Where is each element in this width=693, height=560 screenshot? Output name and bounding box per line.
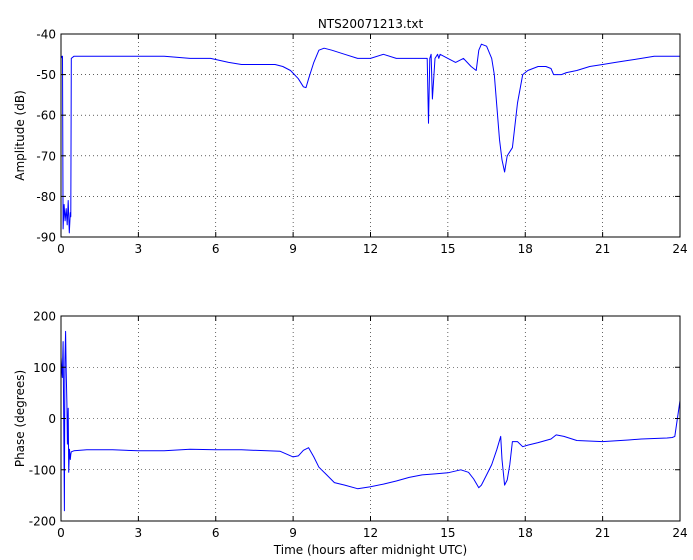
amplitude-ytick-label: -90 — [36, 231, 56, 245]
phase-ytick-label: -100 — [29, 463, 56, 477]
phase-xtick-label: 9 — [289, 526, 297, 540]
phase-ytick-label: 200 — [33, 310, 56, 324]
phase-xtick-label: 3 — [135, 526, 143, 540]
phase-ytick-label: 100 — [33, 361, 56, 375]
phase-xtick-label: 0 — [57, 526, 65, 540]
phase-ytick-label: 0 — [48, 412, 56, 426]
amplitude-ytick-label: -80 — [36, 190, 56, 204]
amplitude-xtick-label: 24 — [672, 242, 687, 256]
phase-xtick-label: 6 — [212, 526, 220, 540]
amplitude-xtick-label: 21 — [595, 242, 610, 256]
amplitude-xtick-label: 9 — [289, 242, 297, 256]
phase-x-axis-label: Time (hours after midnight UTC) — [273, 543, 467, 557]
phase-xtick-label: 12 — [363, 526, 378, 540]
amplitude-xtick-label: 12 — [363, 242, 378, 256]
phase-xtick-label: 24 — [672, 526, 687, 540]
amplitude-ytick-label: -70 — [36, 149, 56, 163]
amplitude-xtick-label: 15 — [440, 242, 455, 256]
amplitude-series-line — [60, 43, 680, 234]
phase-series-line — [60, 330, 681, 512]
amplitude-xtick-label: 0 — [57, 242, 65, 256]
amplitude-plot: 0 3 6 9 12 15 18 21 24 -90 -80 -70 -60 -50 -40 NTS20071… — [13, 17, 688, 256]
amplitude-xtick-label: 18 — [518, 242, 533, 256]
phase-plot: 0 3 6 9 12 15 18 21 24 -200 -100 0 100 200 Time (hours… — [13, 310, 688, 558]
phase-xtick-label: 15 — [440, 526, 455, 540]
phase-xtick-label: 21 — [595, 526, 610, 540]
amplitude-xtick-label: 6 — [212, 242, 220, 256]
amplitude-plot-area — [61, 34, 680, 237]
phase-y-axis-label: Phase (degrees) — [13, 370, 27, 467]
amplitude-ytick-label: -50 — [36, 68, 56, 82]
amplitude-xtick-label: 3 — [135, 242, 143, 256]
amplitude-y-axis-label: Amplitude (dB) — [13, 90, 27, 181]
amplitude-ytick-label: -40 — [36, 28, 56, 42]
phase-ytick-label: -200 — [29, 515, 56, 529]
amplitude-ytick-label: -60 — [36, 109, 56, 123]
amplitude-chart-title: NTS20071213.txt — [318, 17, 424, 31]
phase-xtick-label: 18 — [518, 526, 533, 540]
